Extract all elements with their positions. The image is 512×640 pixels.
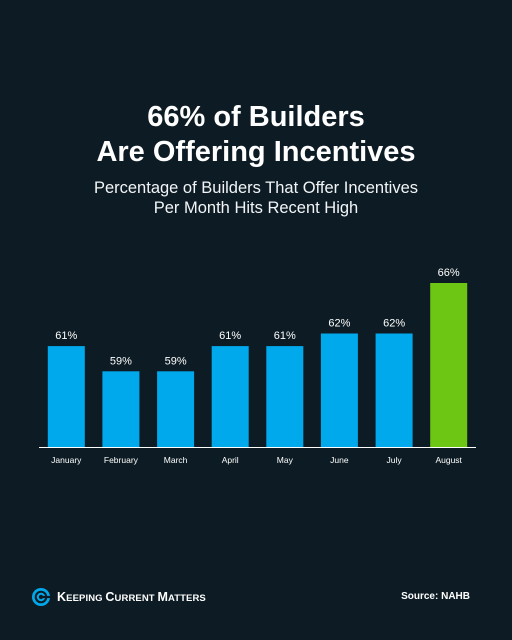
bar-january [47, 346, 85, 447]
x-tick-label: March [164, 455, 188, 465]
bar-july [375, 333, 413, 447]
x-tick-label: August [435, 455, 462, 465]
data-label: 66% [438, 267, 460, 279]
brand-name-part: K [57, 590, 67, 604]
bar-june [320, 333, 358, 447]
subtitle-line-1: Percentage of Builders That Offer Incent… [93, 179, 419, 197]
bar-february [102, 371, 140, 447]
data-label: 59% [165, 355, 187, 367]
x-tick-label: January [51, 455, 82, 465]
data-label: 62% [328, 318, 350, 330]
chart-title: 66% of Builders Are Offering Incentives [0, 100, 512, 170]
x-tick-label: April [222, 455, 239, 465]
brand-name-part: EEPING [66, 593, 106, 604]
brand-name: KEEPING CURRENT MATTERS [57, 590, 206, 604]
data-label: 59% [110, 355, 132, 367]
source-note: Source: NAHB [401, 591, 470, 602]
subtitle-line-2: Per Month Hits Recent High [153, 199, 359, 217]
data-label: 61% [274, 330, 296, 342]
brand-name-part: ATTERS [167, 593, 206, 604]
title-line-1: 66% of Builders [147, 101, 365, 133]
data-label: 61% [55, 330, 77, 342]
brand-logo: KEEPING CURRENT MATTERS [31, 586, 206, 608]
x-tick-label: May [277, 455, 294, 465]
title-line-2: Are Offering Incentives [96, 136, 416, 168]
chart-subtitle: Percentage of Builders That Offer Incent… [0, 178, 512, 218]
data-label: 62% [383, 318, 405, 330]
bar-august [430, 283, 468, 447]
kcm-swirl-logo-icon [32, 588, 51, 606]
brand-name-part: C [105, 590, 115, 604]
x-tick-label: July [387, 455, 403, 465]
bar-april [211, 346, 249, 447]
data-label: 61% [219, 330, 241, 342]
x-tick-label: February [104, 455, 139, 465]
x-tick-label: June [330, 455, 349, 465]
brand-name-part: URRENT [114, 593, 158, 604]
bar-may [266, 346, 304, 447]
brand-name-part: M [157, 590, 168, 604]
bar-march [157, 371, 195, 447]
